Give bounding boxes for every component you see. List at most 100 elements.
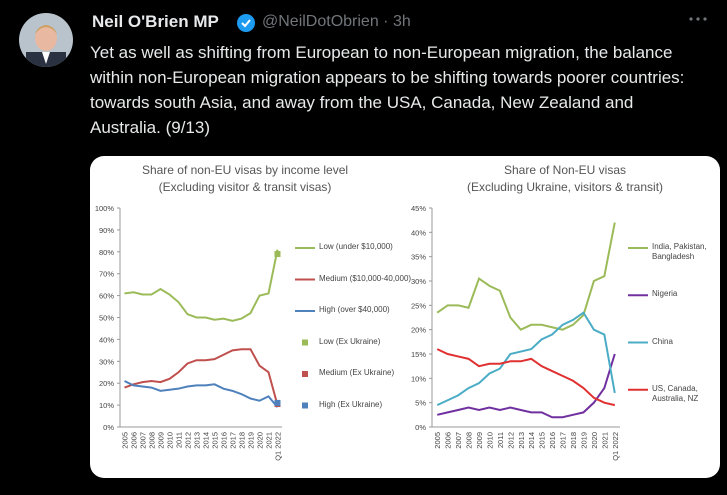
chart-title: Share of Non-EU visas bbox=[504, 163, 626, 177]
y-tick-label: 35% bbox=[411, 253, 426, 262]
legend-entry: India, Pakistan, Bangladesh bbox=[652, 242, 707, 261]
legend-label: Low (Ex Ukraine) bbox=[319, 336, 381, 346]
legend-label: China bbox=[652, 336, 673, 346]
x-tick-label: 2011 bbox=[496, 432, 505, 448]
y-tick-label: 30% bbox=[99, 357, 114, 366]
y-tick-label: 20% bbox=[99, 379, 114, 388]
y-tick-label: 40% bbox=[99, 335, 114, 344]
y-tick-label: 70% bbox=[99, 270, 114, 279]
x-tick-label: 2018 bbox=[238, 432, 247, 449]
x-tick-label: 2009 bbox=[475, 432, 484, 449]
x-tick-label: 2007 bbox=[139, 432, 148, 449]
x-tick-label: 2005 bbox=[121, 432, 130, 449]
legend-entry: US, Canada, Australia, NZ bbox=[652, 383, 699, 403]
x-tick-label: 2007 bbox=[454, 432, 463, 449]
series-line bbox=[436, 222, 616, 331]
legend-entry: Medium (Ex Ukraine) bbox=[319, 368, 395, 377]
legend-marker bbox=[302, 339, 308, 346]
point bbox=[274, 399, 281, 406]
series-line bbox=[436, 311, 616, 407]
x-tick-label: 2017 bbox=[559, 432, 568, 449]
x-tick-label: 2005 bbox=[433, 432, 442, 449]
x-tick-label: 2015 bbox=[211, 432, 220, 449]
y-tick-label: 10% bbox=[411, 374, 426, 383]
verified-badge bbox=[237, 14, 255, 32]
x-tick-label: 2012 bbox=[506, 432, 515, 449]
x-tick-label: 2008 bbox=[148, 432, 157, 449]
legend-label: Medium (Ex Ukraine) bbox=[319, 368, 395, 377]
y-tick-label: 10% bbox=[99, 401, 114, 410]
y-tick-label: 30% bbox=[411, 277, 426, 286]
avatar[interactable] bbox=[18, 12, 74, 68]
y-tick-label: 20% bbox=[411, 326, 426, 335]
legend-entry: Nigeria bbox=[652, 289, 678, 299]
y-tick-label: 50% bbox=[99, 314, 114, 323]
x-tick-label: 2006 bbox=[130, 432, 139, 449]
series-line bbox=[124, 249, 279, 322]
y-tick-label: 100% bbox=[95, 204, 115, 213]
tweet-text: Yet as well as shifting from European to… bbox=[90, 43, 685, 137]
x-tick-label: 2010 bbox=[485, 432, 494, 449]
chart-subtitle: (Excluding Ukraine, visitors & transit) bbox=[467, 180, 663, 194]
y-tick-label: 90% bbox=[99, 226, 114, 235]
series-line bbox=[436, 353, 616, 419]
x-tick-label: 2020 bbox=[590, 432, 599, 449]
x-tick-label: Q1 2022 bbox=[611, 432, 620, 461]
x-tick-label: 2016 bbox=[220, 432, 229, 449]
tweet-image[interactable]: Share of non-EU visas by income level (Ex… bbox=[90, 156, 720, 478]
legend-entry: High (over $40,000) bbox=[319, 305, 390, 314]
x-tick-label: 2019 bbox=[247, 432, 256, 449]
x-tick-label: 2013 bbox=[517, 432, 526, 449]
y-tick-label: 40% bbox=[411, 228, 426, 237]
x-tick-label: Q1 2022 bbox=[274, 432, 283, 461]
legend-label: India, Pakistan, Bangladesh bbox=[652, 242, 707, 261]
x-tick-label: 2020 bbox=[256, 432, 265, 449]
legend-label: Nigeria bbox=[652, 289, 678, 299]
legend-entry: Low (under $10,000) bbox=[319, 242, 393, 251]
legend-marker bbox=[302, 371, 308, 377]
point bbox=[274, 250, 281, 257]
series-line bbox=[124, 348, 279, 406]
legend-entry: Low (Ex Ukraine) bbox=[319, 336, 381, 346]
chart-subtitle: (Excluding visitor & transit visas) bbox=[159, 180, 332, 194]
series-line bbox=[124, 380, 279, 408]
legend-label: Medium ($10,000-40,000) bbox=[319, 273, 412, 283]
x-tick-label: 2010 bbox=[166, 432, 175, 449]
x-tick-label: 2018 bbox=[569, 432, 578, 449]
x-tick-label: 2019 bbox=[579, 432, 588, 449]
legend-label: Low (under $10,000) bbox=[319, 242, 393, 251]
y-tick-label: 80% bbox=[99, 248, 114, 257]
y-tick-label: 0% bbox=[415, 423, 426, 432]
y-tick-label: 45% bbox=[411, 204, 426, 213]
x-tick-label: 2021 bbox=[600, 432, 609, 449]
y-tick-label: 60% bbox=[99, 292, 114, 301]
y-tick-label: 15% bbox=[411, 350, 426, 359]
legend-label: High (Ex Ukraine) bbox=[319, 399, 383, 409]
legend-label: US, Canada, Australia, NZ bbox=[652, 383, 699, 403]
x-tick-label: 2014 bbox=[527, 432, 536, 449]
x-tick-label: 2009 bbox=[157, 432, 166, 449]
x-tick-label: 2021 bbox=[265, 432, 274, 449]
y-tick-label: 5% bbox=[415, 399, 426, 408]
legend-entry: China bbox=[652, 336, 673, 346]
x-tick-label: 2015 bbox=[538, 432, 547, 449]
x-tick-label: 2008 bbox=[465, 432, 474, 449]
series-line bbox=[436, 348, 616, 407]
x-tick-label: 2016 bbox=[548, 432, 557, 449]
x-tick-label: 2006 bbox=[444, 432, 453, 449]
handle-time[interactable]: @NeilDotObrien · 3h bbox=[262, 13, 411, 30]
x-tick-label: 2014 bbox=[202, 432, 211, 449]
more-button[interactable] bbox=[688, 14, 708, 24]
chart-title: Share of non-EU visas by income level bbox=[142, 163, 348, 177]
legend-entry: Medium ($10,000-40,000) bbox=[319, 273, 412, 283]
x-tick-label: 2012 bbox=[184, 432, 193, 449]
x-tick-label: 2013 bbox=[193, 432, 202, 449]
x-tick-label: 2011 bbox=[175, 432, 184, 448]
author-name[interactable]: Neil O'Brien MP bbox=[92, 12, 219, 31]
y-tick-label: 0% bbox=[103, 423, 114, 432]
legend-marker bbox=[302, 402, 308, 409]
legend-label: High (over $40,000) bbox=[319, 305, 390, 314]
y-tick-label: 25% bbox=[411, 301, 426, 310]
legend-entry: High (Ex Ukraine) bbox=[319, 399, 383, 409]
